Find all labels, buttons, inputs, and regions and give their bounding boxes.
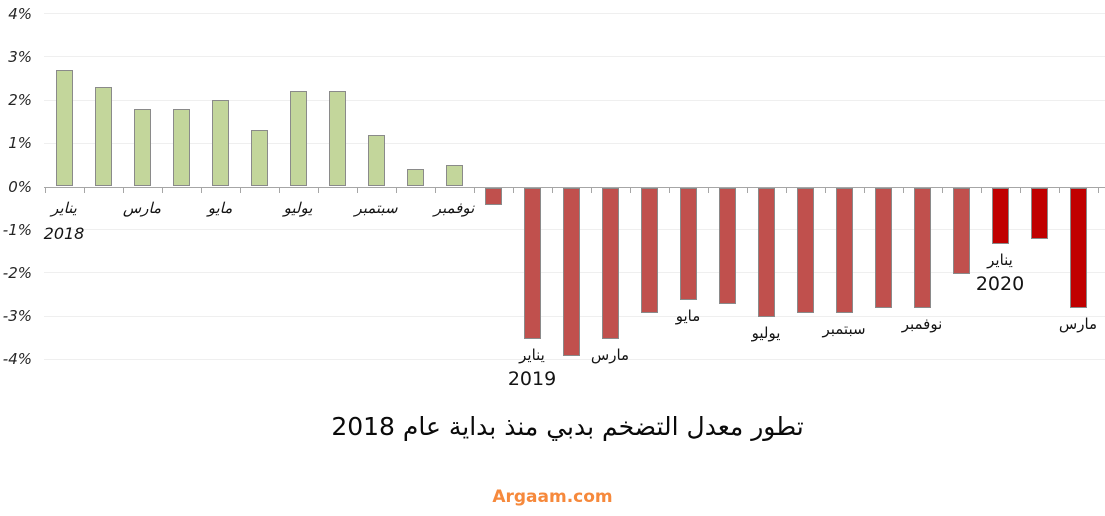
y-axis-label: -1%	[2, 220, 32, 239]
x-axis-line	[44, 186, 1105, 188]
gridline	[44, 56, 1105, 58]
bar	[913, 187, 931, 309]
bar	[796, 187, 814, 313]
axis-tick	[1097, 187, 1099, 193]
axis-tick	[590, 187, 592, 193]
x-axis-label: نوفمبر	[901, 315, 943, 334]
axis-tick	[707, 187, 709, 193]
axis-tick	[44, 187, 46, 193]
bar	[601, 187, 619, 339]
axis-tick	[863, 187, 865, 193]
bar	[55, 69, 73, 187]
source-watermark: Argaam.com	[492, 487, 613, 507]
year-label: 2018	[43, 224, 85, 243]
axis-tick	[902, 187, 904, 193]
axis-tick	[512, 187, 514, 193]
axis-tick	[941, 187, 943, 193]
y-axis-label: -4%	[2, 350, 32, 369]
bar	[1069, 187, 1087, 309]
bar	[523, 187, 541, 339]
bar	[172, 108, 190, 187]
axis-tick	[746, 187, 748, 193]
gridline	[44, 99, 1105, 101]
gridline	[44, 142, 1105, 144]
x-axis-label: مارس	[122, 199, 162, 217]
year-label: 2019	[507, 367, 557, 390]
bar	[367, 134, 385, 187]
axis-tick	[395, 187, 397, 193]
x-axis-label: سبتمبر	[354, 199, 398, 217]
bar	[757, 187, 775, 318]
x-axis-label: يناير	[987, 250, 1013, 269]
chart-title: تطور معدل التضخم بدبي منذ بداية عام 2018	[331, 412, 804, 441]
axis-tick	[317, 187, 319, 193]
axis-tick	[83, 187, 85, 193]
bar	[211, 100, 229, 187]
bar	[679, 187, 697, 300]
axis-tick	[278, 187, 280, 193]
axis-tick	[980, 187, 982, 193]
bar	[289, 91, 307, 187]
bar	[94, 87, 112, 187]
bar	[250, 130, 268, 187]
bar	[406, 169, 424, 187]
x-axis-label: مايو	[207, 199, 233, 217]
x-axis-label: يناير	[51, 199, 77, 217]
y-axis-label: 2%	[8, 91, 32, 110]
y-axis-label: -2%	[2, 263, 32, 282]
axis-tick	[824, 187, 826, 193]
bar	[952, 187, 970, 274]
axis-tick	[434, 187, 436, 193]
bar	[1030, 187, 1048, 240]
axis-tick	[785, 187, 787, 193]
bar	[874, 187, 892, 309]
gridline	[44, 13, 1105, 15]
x-axis-label: مارس	[1058, 315, 1098, 334]
axis-tick	[1058, 187, 1060, 193]
x-axis-label: يوليو	[751, 324, 781, 343]
plot-area: 4% 3% 2% 1% 0% -1% -2% -3% -4% يناير 2018 مارس مايو ي…	[2, 4, 1105, 390]
bar	[640, 187, 658, 313]
axis-tick	[356, 187, 358, 193]
bar	[133, 108, 151, 187]
bar	[718, 187, 736, 305]
y-axis-label: -3%	[2, 307, 32, 326]
bar	[562, 187, 580, 356]
axis-tick	[551, 187, 553, 193]
y-axis-label: 0%	[8, 177, 32, 196]
bar	[328, 91, 346, 187]
axis-tick	[239, 187, 241, 193]
axis-tick	[122, 187, 124, 193]
y-axis-label: 4%	[8, 4, 32, 23]
bar	[835, 187, 853, 313]
bar	[484, 187, 502, 205]
x-axis-label: مارس	[590, 345, 630, 364]
year-label: 2020	[975, 272, 1025, 295]
bar	[991, 187, 1009, 244]
gridline	[44, 358, 1105, 360]
y-axis-label: 3%	[8, 47, 32, 66]
x-axis-label: يناير	[519, 345, 545, 364]
axis-tick	[200, 187, 202, 193]
axis-tick	[1019, 187, 1021, 193]
axis-tick	[668, 187, 670, 193]
x-axis-label: نوفمبر	[433, 199, 475, 217]
x-axis-label: مايو	[675, 306, 701, 325]
axis-tick	[629, 187, 631, 193]
bar	[445, 164, 463, 187]
y-axis-label: 1%	[8, 134, 32, 153]
axis-tick	[161, 187, 163, 193]
x-axis-label: سبتمبر	[822, 319, 866, 338]
x-axis-label: يوليو	[283, 199, 313, 217]
axis-tick	[473, 187, 475, 193]
